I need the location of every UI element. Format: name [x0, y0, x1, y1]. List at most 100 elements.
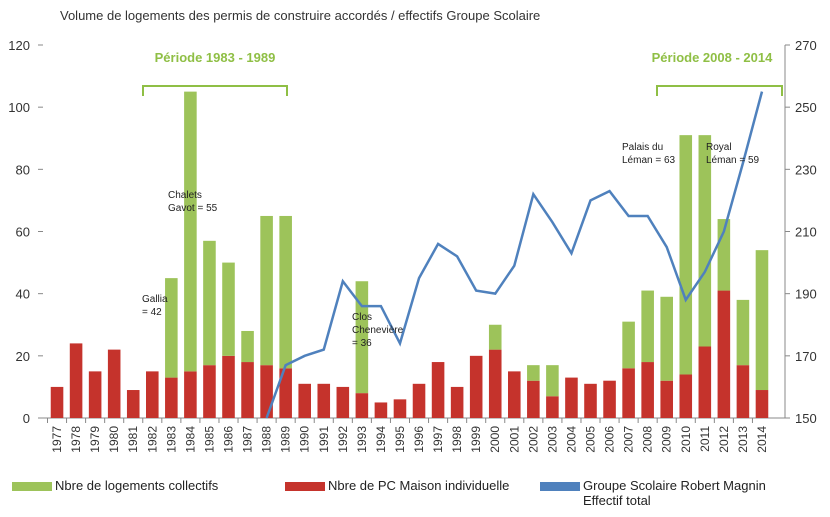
- x-tick-label: 2008: [641, 426, 655, 453]
- annotation-line: = 42: [142, 307, 162, 318]
- x-tick-label: 2013: [736, 426, 750, 453]
- annotation-line: Gallia: [142, 294, 168, 305]
- annotation: Palais du Léman = 63: [622, 142, 676, 166]
- bar-segment: [393, 399, 407, 418]
- annotation-line: = 36: [352, 338, 372, 349]
- bar-segment: [298, 383, 311, 418]
- y2-tick-label: 150: [795, 411, 817, 426]
- bar-segment: [488, 324, 502, 350]
- x-tick-label: 1990: [298, 426, 312, 453]
- y-tick-label: 100: [8, 100, 30, 115]
- legend-label: Groupe Scolaire Robert Magnin Effectif t…: [583, 478, 766, 508]
- bar-segment: [374, 402, 388, 418]
- bar-segment: [184, 91, 197, 372]
- x-tick-label: 2012: [717, 426, 731, 453]
- bar-segment: [469, 355, 483, 418]
- bar-segment: [679, 374, 693, 418]
- line-series: [265, 91, 764, 419]
- bar-segment: [679, 135, 693, 375]
- bar-segment: [660, 380, 673, 418]
- x-tick-label: 1999: [469, 426, 483, 453]
- bar-segment: [260, 365, 273, 418]
- x-tick-label: 1984: [183, 426, 197, 453]
- bar-segment: [622, 321, 635, 369]
- annotation-line: Chalets: [168, 190, 202, 201]
- chart: Volume de logements des permis de constr…: [8, 8, 817, 453]
- period-label: Période 2008 - 2014: [652, 50, 773, 65]
- bar-segment: [488, 349, 502, 418]
- x-tick-label: 1989: [279, 426, 293, 453]
- bar-segment: [146, 371, 159, 418]
- annotation-line: Palais du: [622, 142, 663, 153]
- y-tick-label: 80: [16, 162, 30, 177]
- bar-segment: [107, 349, 121, 418]
- x-tick-label: 1983: [164, 426, 178, 453]
- y2-tick-label: 190: [795, 287, 817, 302]
- bar-segment: [698, 135, 712, 347]
- x-tick-label: 2007: [622, 426, 636, 453]
- bar-segment: [622, 368, 635, 418]
- y-tick-label: 60: [16, 225, 30, 240]
- bar-segment: [279, 368, 292, 418]
- x-tick-label: 1987: [241, 426, 255, 453]
- chart-title: Volume de logements des permis de constr…: [60, 8, 540, 23]
- bar-segment: [755, 250, 769, 391]
- bar-segment: [641, 362, 654, 418]
- bar-segment: [527, 380, 540, 418]
- bar-segment: [508, 371, 521, 418]
- bar-segment: [203, 365, 216, 418]
- annotation: Gallia = 42: [142, 294, 168, 318]
- bar-segment: [279, 215, 292, 369]
- annotation-line: Chenevière: [352, 325, 404, 336]
- x-tick-label: 1992: [336, 426, 350, 453]
- x-tick-label: 1993: [355, 426, 369, 453]
- bar-segment: [450, 386, 464, 418]
- legend-label: Nbre de logements collectifs: [55, 478, 219, 493]
- bar-segment: [736, 365, 750, 418]
- x-tick-label: 1980: [107, 426, 121, 453]
- bar-segment: [222, 355, 235, 418]
- annotation-line: Léman = 63: [622, 155, 676, 166]
- bar-segment: [698, 346, 712, 418]
- x-tick-label: 1986: [222, 426, 236, 453]
- bar-segment: [736, 299, 750, 366]
- annotation-line: Clos: [352, 312, 372, 323]
- x-tick-label: 1997: [431, 426, 445, 453]
- legend-label: Nbre de PC Maison individuelle: [328, 478, 510, 493]
- bar-segment: [355, 281, 369, 394]
- y2-tick-label: 250: [795, 100, 817, 115]
- period-label: Période 1983 - 1989: [155, 50, 276, 65]
- annotation-line: Royal: [706, 142, 732, 153]
- legend-item: Nbre de logements collectifs: [12, 478, 218, 493]
- bar-segment: [527, 365, 540, 381]
- annotation-line: Gavot = 55: [168, 203, 218, 214]
- bar-segment: [260, 215, 273, 366]
- legend-item: Nbre de PC Maison individuelle: [285, 478, 509, 493]
- x-tick-label: 1982: [145, 426, 159, 453]
- bar-segment: [431, 362, 445, 418]
- bar-segment: [222, 262, 235, 356]
- x-tick-label: 1985: [202, 426, 216, 453]
- bar-segment: [355, 393, 369, 418]
- bar-segment: [165, 278, 178, 378]
- x-tick-label: 1998: [450, 426, 464, 453]
- bar-segment: [412, 383, 426, 418]
- bar-segment: [546, 396, 559, 418]
- bar-segment: [641, 290, 654, 363]
- bar-segment: [69, 343, 83, 418]
- x-tick-label: 2011: [698, 426, 712, 452]
- bar-segment: [203, 240, 216, 366]
- x-tick-label: 2010: [679, 426, 693, 453]
- x-tick-label: 1979: [88, 426, 102, 453]
- bar-segment: [565, 377, 578, 418]
- x-tick-label: 1988: [260, 426, 274, 453]
- bar-segment: [241, 362, 254, 418]
- bar-segment: [184, 371, 197, 418]
- x-tick-label: 1994: [374, 426, 388, 453]
- x-tick-label: 2002: [526, 426, 540, 453]
- bar-segment: [88, 371, 102, 418]
- legend-swatch: [285, 482, 325, 491]
- x-tick-label: 2009: [660, 426, 674, 453]
- bar-segment: [584, 383, 597, 418]
